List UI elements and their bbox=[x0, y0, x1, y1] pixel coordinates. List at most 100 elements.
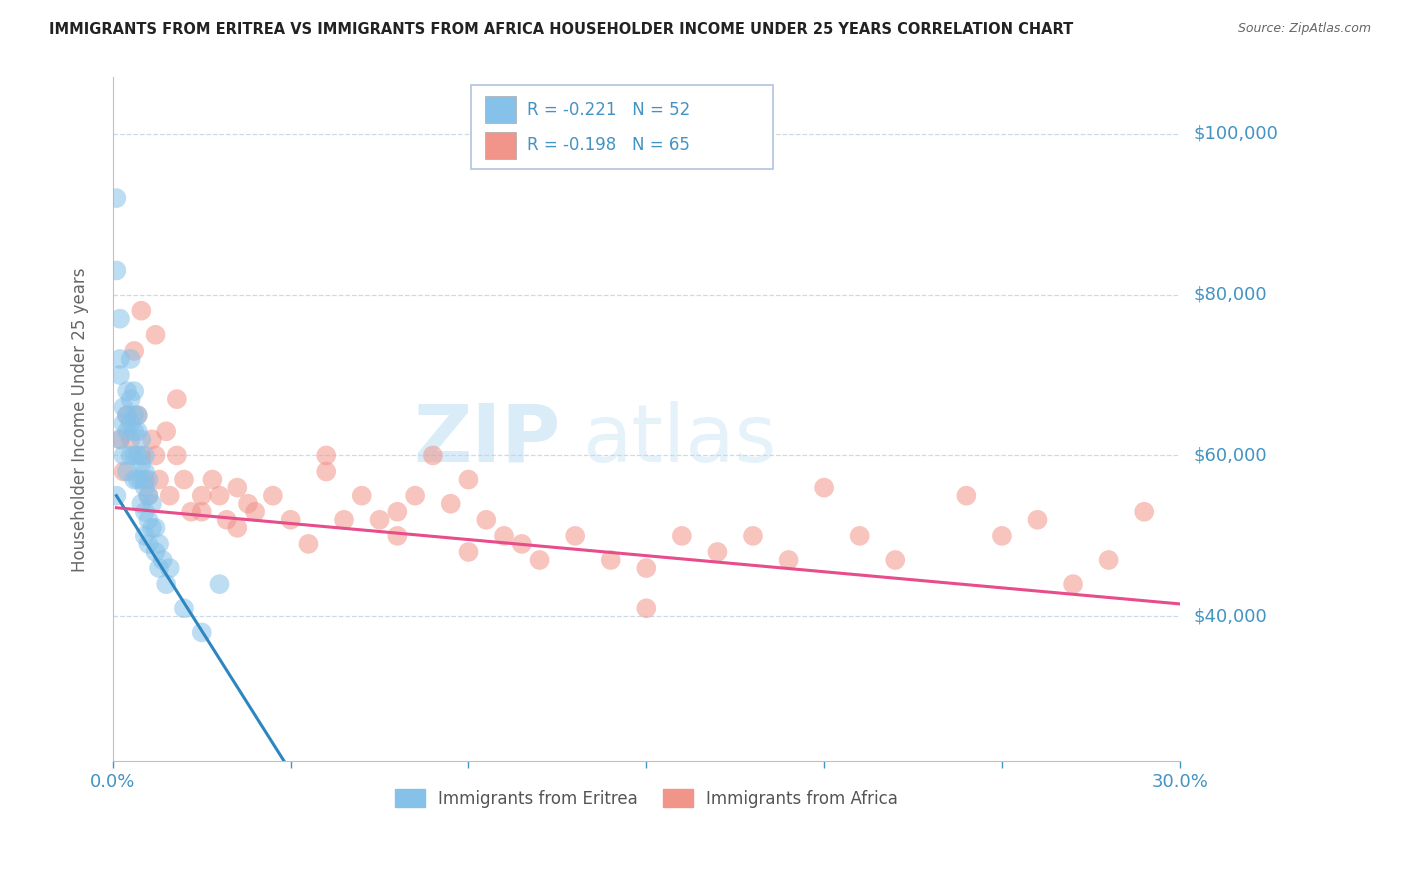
Immigrants from Eritrea bbox=[148, 561, 170, 575]
Text: $40,000: $40,000 bbox=[1194, 607, 1267, 625]
Immigrants from Africa bbox=[173, 473, 195, 487]
Immigrants from Africa bbox=[166, 392, 188, 406]
Immigrants from Africa bbox=[848, 529, 870, 543]
Immigrants from Eritrea bbox=[173, 601, 195, 615]
Immigrants from Eritrea bbox=[134, 505, 156, 519]
Immigrants from Eritrea bbox=[112, 449, 135, 463]
Immigrants from Africa bbox=[159, 489, 181, 503]
Immigrants from Africa bbox=[155, 425, 177, 439]
Immigrants from Africa bbox=[742, 529, 765, 543]
Immigrants from Africa bbox=[333, 513, 356, 527]
Immigrants from Africa bbox=[884, 553, 907, 567]
Immigrants from Africa bbox=[115, 409, 138, 423]
Immigrants from Africa bbox=[1097, 553, 1119, 567]
Immigrants from Africa bbox=[145, 449, 167, 463]
Y-axis label: Householder Income Under 25 years: Householder Income Under 25 years bbox=[72, 267, 89, 572]
Text: $60,000: $60,000 bbox=[1194, 447, 1267, 465]
Immigrants from Africa bbox=[297, 537, 319, 551]
Immigrants from Eritrea bbox=[129, 457, 152, 471]
Immigrants from Eritrea bbox=[112, 417, 135, 431]
Immigrants from Eritrea bbox=[134, 481, 156, 495]
Immigrants from Africa bbox=[475, 513, 498, 527]
Immigrants from Africa bbox=[813, 481, 835, 495]
Immigrants from Africa bbox=[120, 433, 142, 447]
Immigrants from Africa bbox=[148, 473, 170, 487]
Immigrants from Africa bbox=[190, 505, 212, 519]
Immigrants from Eritrea bbox=[108, 433, 131, 447]
Immigrants from Africa bbox=[387, 529, 409, 543]
Immigrants from Africa bbox=[180, 505, 202, 519]
Immigrants from Eritrea bbox=[127, 425, 149, 439]
Immigrants from Africa bbox=[636, 561, 658, 575]
Immigrants from Eritrea bbox=[152, 553, 174, 567]
Immigrants from Eritrea bbox=[115, 384, 138, 398]
Text: Source: ZipAtlas.com: Source: ZipAtlas.com bbox=[1237, 22, 1371, 36]
Immigrants from Eritrea bbox=[122, 473, 145, 487]
Immigrants from Africa bbox=[955, 489, 977, 503]
Immigrants from Africa bbox=[1026, 513, 1049, 527]
Immigrants from Africa bbox=[991, 529, 1014, 543]
Text: ZIP: ZIP bbox=[413, 401, 561, 479]
Immigrants from Eritrea bbox=[120, 417, 142, 431]
Immigrants from Eritrea bbox=[134, 465, 156, 479]
Immigrants from Africa bbox=[778, 553, 800, 567]
Text: $80,000: $80,000 bbox=[1194, 285, 1267, 303]
Immigrants from Africa bbox=[236, 497, 259, 511]
Immigrants from Eritrea bbox=[108, 351, 131, 366]
Immigrants from Eritrea bbox=[120, 449, 142, 463]
Immigrants from Africa bbox=[1133, 505, 1156, 519]
Immigrants from Africa bbox=[457, 473, 479, 487]
Immigrants from Africa bbox=[564, 529, 586, 543]
Immigrants from Eritrea bbox=[122, 409, 145, 423]
Immigrants from Africa bbox=[122, 343, 145, 358]
Immigrants from Eritrea bbox=[115, 465, 138, 479]
Immigrants from Africa bbox=[350, 489, 373, 503]
Immigrants from Africa bbox=[134, 473, 156, 487]
Immigrants from Eritrea bbox=[145, 545, 167, 559]
Immigrants from Africa bbox=[671, 529, 693, 543]
Immigrants from Eritrea bbox=[208, 577, 231, 591]
Immigrants from Africa bbox=[127, 409, 149, 423]
Immigrants from Africa bbox=[440, 497, 463, 511]
Immigrants from Africa bbox=[129, 303, 152, 318]
Immigrants from Africa bbox=[315, 449, 337, 463]
Immigrants from Africa bbox=[315, 465, 337, 479]
Immigrants from Africa bbox=[208, 489, 231, 503]
Text: IMMIGRANTS FROM ERITREA VS IMMIGRANTS FROM AFRICA HOUSEHOLDER INCOME UNDER 25 YE: IMMIGRANTS FROM ERITREA VS IMMIGRANTS FR… bbox=[49, 22, 1073, 37]
Text: R = -0.221   N = 52: R = -0.221 N = 52 bbox=[527, 101, 690, 119]
Immigrants from Africa bbox=[190, 489, 212, 503]
Immigrants from Africa bbox=[457, 545, 479, 559]
Immigrants from Eritrea bbox=[148, 537, 170, 551]
Immigrants from Africa bbox=[387, 505, 409, 519]
Immigrants from Africa bbox=[510, 537, 533, 551]
Immigrants from Africa bbox=[1062, 577, 1084, 591]
Immigrants from Africa bbox=[636, 601, 658, 615]
Immigrants from Africa bbox=[201, 473, 224, 487]
Immigrants from Africa bbox=[145, 327, 167, 342]
Immigrants from Africa bbox=[529, 553, 551, 567]
Immigrants from Eritrea bbox=[120, 392, 142, 406]
Immigrants from Eritrea bbox=[129, 433, 152, 447]
Immigrants from Eritrea bbox=[155, 577, 177, 591]
Immigrants from Eritrea bbox=[138, 537, 160, 551]
Immigrants from Eritrea bbox=[138, 513, 160, 527]
Immigrants from Africa bbox=[262, 489, 284, 503]
Immigrants from Eritrea bbox=[115, 425, 138, 439]
Immigrants from Eritrea bbox=[122, 384, 145, 398]
Text: $100,000: $100,000 bbox=[1194, 125, 1278, 143]
Immigrants from Africa bbox=[243, 505, 266, 519]
Immigrants from Eritrea bbox=[159, 561, 181, 575]
Immigrants from Eritrea bbox=[105, 263, 128, 277]
Immigrants from Eritrea bbox=[120, 351, 142, 366]
Text: atlas: atlas bbox=[582, 401, 776, 479]
Immigrants from Eritrea bbox=[134, 449, 156, 463]
Immigrants from Eritrea bbox=[127, 409, 149, 423]
Immigrants from Africa bbox=[422, 449, 444, 463]
Immigrants from Africa bbox=[108, 433, 131, 447]
Immigrants from Africa bbox=[129, 449, 152, 463]
Immigrants from Africa bbox=[215, 513, 238, 527]
Immigrants from Eritrea bbox=[134, 529, 156, 543]
Immigrants from Eritrea bbox=[115, 409, 138, 423]
Immigrants from Africa bbox=[112, 465, 135, 479]
Immigrants from Eritrea bbox=[127, 449, 149, 463]
